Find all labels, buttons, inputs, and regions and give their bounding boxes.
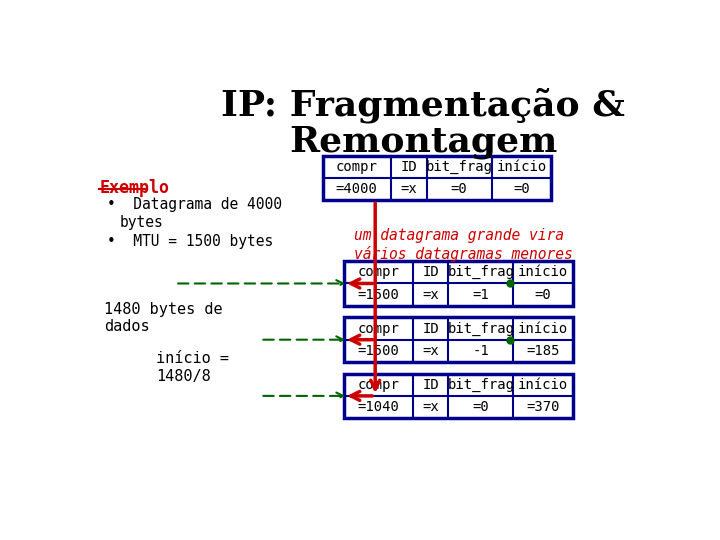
- Text: compr: compr: [358, 265, 400, 279]
- Text: •  Datagrama de 4000: • Datagrama de 4000: [107, 197, 282, 212]
- Text: =x: =x: [422, 288, 439, 302]
- Text: =4000: =4000: [336, 182, 378, 196]
- Text: início: início: [518, 265, 568, 279]
- Text: =0: =0: [451, 182, 467, 196]
- Text: bit_frag: bit_frag: [447, 265, 514, 279]
- Text: ID: ID: [422, 378, 439, 392]
- Text: ID: ID: [422, 321, 439, 335]
- Text: início: início: [518, 378, 568, 392]
- Bar: [323, 156, 551, 200]
- Text: =1040: =1040: [358, 400, 400, 414]
- Text: =x: =x: [400, 182, 417, 196]
- Text: =x: =x: [422, 400, 439, 414]
- Text: compr: compr: [336, 160, 378, 174]
- Text: =0: =0: [472, 400, 489, 414]
- Text: início: início: [496, 160, 546, 174]
- Text: Remontagem: Remontagem: [289, 125, 557, 159]
- Text: bytes: bytes: [120, 215, 163, 230]
- Text: =1: =1: [472, 288, 489, 302]
- Text: bit_frag: bit_frag: [447, 321, 514, 335]
- Text: Exemplo: Exemplo: [99, 179, 169, 197]
- Text: bit_frag: bit_frag: [447, 377, 514, 392]
- Text: •  MTU = 1500 bytes: • MTU = 1500 bytes: [107, 234, 274, 249]
- Bar: [344, 261, 573, 306]
- Text: um datagrama grande vira
vários datagramas menores: um datagrama grande vira vários datagram…: [354, 228, 572, 262]
- Text: início: início: [518, 321, 568, 335]
- Text: 1480 bytes de
dados: 1480 bytes de dados: [104, 302, 222, 334]
- Text: =x: =x: [422, 344, 439, 358]
- Text: =0: =0: [535, 288, 552, 302]
- Text: ID: ID: [422, 265, 439, 279]
- Text: bit_frag: bit_frag: [426, 160, 492, 174]
- Text: compr: compr: [358, 378, 400, 392]
- Text: =0: =0: [513, 182, 530, 196]
- Bar: [344, 374, 573, 418]
- Bar: [344, 318, 573, 362]
- Text: início =
1480/8: início = 1480/8: [156, 351, 229, 383]
- Text: ID: ID: [400, 160, 417, 174]
- Text: =1500: =1500: [358, 288, 400, 302]
- Text: =1500: =1500: [358, 344, 400, 358]
- Text: -1: -1: [472, 344, 489, 358]
- Text: IP: Fragmentação &: IP: Fragmentação &: [221, 88, 625, 124]
- Text: =185: =185: [526, 344, 560, 358]
- Text: compr: compr: [358, 321, 400, 335]
- Text: =370: =370: [526, 400, 560, 414]
